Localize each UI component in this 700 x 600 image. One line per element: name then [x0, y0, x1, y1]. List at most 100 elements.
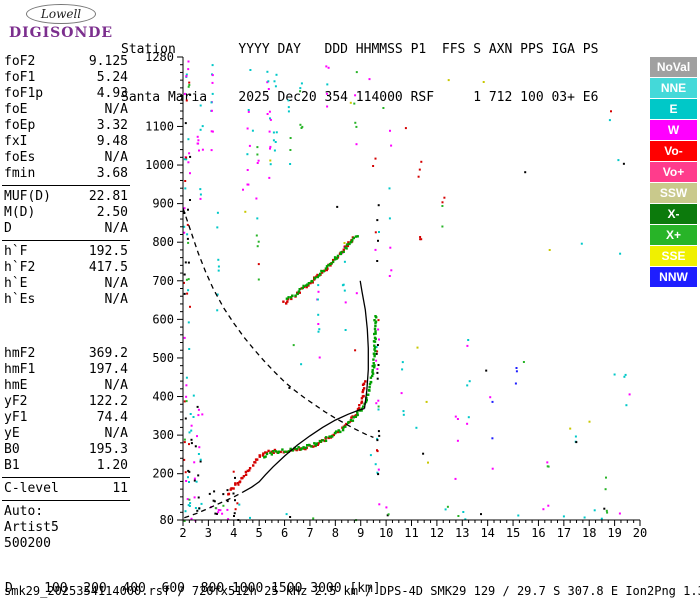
- parameter-row: yF2 122.2: [2, 394, 132, 410]
- parameter-value: 3.32: [96, 118, 128, 133]
- parameter-value: 122.2: [88, 394, 128, 409]
- axes-layer: 80 200 300 400 500 600 700 800 900 1000 1100 1280 2 3…: [145, 50, 647, 540]
- parameter-row: fmin 3.68: [2, 166, 132, 182]
- lowell-digisonde-logo: Lowell DIGISONDE: [6, 4, 116, 41]
- svg-text:1280: 1280: [145, 50, 174, 64]
- parameter-value: 9.125: [88, 54, 128, 69]
- svg-text:3: 3: [205, 526, 212, 540]
- svg-text:20: 20: [633, 526, 647, 540]
- parameter-label: yF2: [4, 394, 28, 409]
- parameter-row: h`Es N/A: [2, 292, 132, 308]
- parameter-value: N/A: [104, 150, 128, 165]
- legend-item-e: E: [650, 99, 697, 119]
- legend-item-sse: SSE: [650, 246, 697, 266]
- parameter-label: fmin: [4, 166, 36, 181]
- parameter-label: h`F2: [4, 260, 36, 275]
- parameter-row: D N/A: [2, 221, 132, 237]
- parameter-row: h`E N/A: [2, 276, 132, 292]
- parameter-value: N/A: [104, 276, 128, 291]
- svg-text:400: 400: [152, 390, 174, 404]
- legend-item-w: W: [650, 120, 697, 140]
- parameter-row: 500200: [2, 536, 132, 552]
- parameter-value: 5.24: [96, 70, 128, 85]
- parameter-row: hmF1 197.4: [2, 362, 132, 378]
- legend-item-x: X-: [650, 204, 697, 224]
- parameter-label: foE: [4, 102, 28, 117]
- parameter-row: MUF(D) 22.81: [2, 189, 132, 205]
- parameter-label: foF1: [4, 70, 36, 85]
- svg-text:1100: 1100: [145, 119, 174, 133]
- svg-text:2: 2: [179, 526, 186, 540]
- muf-distance-table: D 100 200 400 600 800 1000 1500 3000 [km…: [5, 549, 389, 600]
- digisonde-logo-text: DIGISONDE: [8, 25, 114, 41]
- svg-text:15: 15: [506, 526, 520, 540]
- parameter-value: 2.50: [96, 205, 128, 220]
- parameter-label: MUF(D): [4, 189, 51, 204]
- parameter-value: N/A: [104, 292, 128, 307]
- parameter-value: 4.93: [96, 86, 128, 101]
- parameter-row: M(D) 2.50: [2, 205, 132, 221]
- parameter-row: foEs N/A: [2, 150, 132, 166]
- svg-text:900: 900: [152, 197, 174, 211]
- svg-text:13: 13: [455, 526, 469, 540]
- parameter-value: 197.4: [88, 362, 128, 377]
- parameter-label: D: [4, 221, 12, 236]
- parameter-row: foF1p 4.93: [2, 86, 132, 102]
- parameter-row: Artist5: [2, 520, 132, 536]
- svg-text:500: 500: [152, 351, 174, 365]
- parameter-row: foE N/A: [2, 102, 132, 118]
- parameter-label: h`Es: [4, 292, 36, 307]
- svg-text:700: 700: [152, 274, 174, 288]
- parameter-label: 500200: [4, 536, 51, 551]
- parameter-value: 3.68: [96, 166, 128, 181]
- parameter-value: 22.81: [88, 189, 128, 204]
- parameter-value: 1.20: [96, 458, 128, 473]
- svg-text:19: 19: [607, 526, 621, 540]
- svg-text:17: 17: [557, 526, 571, 540]
- svg-text:600: 600: [152, 312, 174, 326]
- svg-text:4: 4: [230, 526, 237, 540]
- parameter-value: N/A: [104, 102, 128, 117]
- parameter-row: C-level 11: [2, 481, 132, 497]
- parameter-row: fxI 9.48: [2, 134, 132, 150]
- lowell-logo-oval: Lowell: [25, 4, 97, 24]
- parameter-value: 369.2: [88, 346, 128, 361]
- panel-divider: [2, 477, 130, 478]
- parameter-label: foF1p: [4, 86, 44, 101]
- svg-text:1000: 1000: [145, 158, 174, 172]
- legend-item-nne: NNE: [650, 78, 697, 98]
- station-header: Station YYYY DAY DDD HHMMSS P1 FFS S AXN…: [121, 10, 598, 138]
- station-header-line1: Station YYYY DAY DDD HHMMSS P1 FFS S AXN…: [121, 42, 599, 57]
- parameter-label: Artist5: [4, 520, 59, 535]
- parameter-row: hmF2 369.2: [2, 346, 132, 362]
- parameter-label: hmF1: [4, 362, 36, 377]
- lowell-logo-text: Lowell: [40, 7, 82, 21]
- svg-text:14: 14: [480, 526, 494, 540]
- legend: NoVal NNE E W Vo- Vo+ SSW X- X+ SSE NNW: [650, 57, 697, 288]
- svg-text:9: 9: [357, 526, 364, 540]
- parameter-value: N/A: [104, 426, 128, 441]
- legend-item-ssw: SSW: [650, 183, 697, 203]
- parameter-row: foF2 9.125: [2, 54, 132, 70]
- parameter-row: yF1 74.4: [2, 410, 132, 426]
- svg-text:800: 800: [152, 235, 174, 249]
- parameter-label: C-level: [4, 481, 59, 496]
- parameter-row: Auto:: [2, 504, 132, 520]
- legend-item-vo: Vo+: [650, 162, 697, 182]
- parameter-value: N/A: [104, 378, 128, 393]
- svg-text:6: 6: [281, 526, 288, 540]
- svg-text:11: 11: [404, 526, 418, 540]
- parameter-label: M(D): [4, 205, 36, 220]
- status-bar: smk29_2025354114000.rsf / 720fx512h 25 k…: [4, 584, 700, 598]
- parameter-label: foEp: [4, 118, 36, 133]
- svg-text:16: 16: [531, 526, 545, 540]
- parameter-row: B1 1.20: [2, 458, 132, 474]
- parameter-panel: foF2 9.125 foF1 5.24 foF1p 4.93 foE N/A foEp 3.32…: [2, 54, 132, 552]
- parameter-row: hmE N/A: [2, 378, 132, 394]
- parameter-value: N/A: [104, 221, 128, 236]
- parameter-row: foEp 3.32: [2, 118, 132, 134]
- parameter-label: yF1: [4, 410, 28, 425]
- profile-layer: [182, 207, 374, 519]
